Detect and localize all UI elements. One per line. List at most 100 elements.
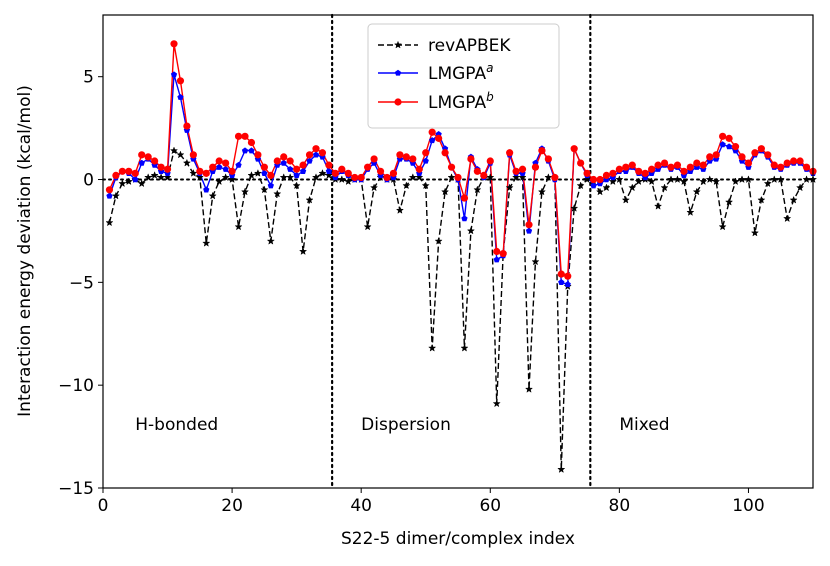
point-revapbek	[724, 197, 734, 206]
point-lmgpa-b	[176, 77, 185, 85]
point-lmgpa-b	[389, 169, 398, 177]
point-revapbek	[505, 183, 514, 192]
point-lmgpa-b	[454, 173, 462, 182]
legend-label-1: revAPBEK	[428, 36, 511, 56]
point-revapbek	[712, 177, 721, 186]
point-lmgpa-b	[473, 167, 481, 175]
point-lmgpa-b	[331, 169, 339, 177]
point-revapbek	[647, 177, 656, 186]
point-revapbek	[144, 173, 153, 181]
point-lmgpa-b	[241, 132, 249, 140]
point-lmgpa-b	[286, 157, 294, 165]
point-lmgpa-b	[796, 157, 804, 165]
point-revapbek	[279, 173, 288, 181]
point-lmgpa-b	[564, 272, 572, 280]
point-lmgpa-b	[370, 155, 378, 163]
point-lmgpa-b	[680, 167, 688, 175]
point-lmgpa-a	[287, 165, 294, 172]
point-revapbek	[621, 195, 630, 204]
point-lmgpa-a	[422, 157, 429, 164]
point-lmgpa-b	[435, 134, 443, 142]
point-revapbek	[260, 185, 269, 194]
point-revapbek	[189, 169, 198, 177]
point-revapbek	[176, 150, 185, 159]
point-lmgpa-b	[383, 173, 391, 182]
point-revapbek	[466, 226, 476, 235]
point-lmgpa-b	[344, 169, 352, 177]
point-revapbek	[763, 179, 772, 188]
point-lmgpa-b	[441, 149, 449, 157]
point-lmgpa-b	[731, 143, 740, 151]
point-lmgpa-b	[577, 159, 585, 167]
x-tick-label: 20	[221, 496, 243, 516]
point-revapbek	[628, 183, 637, 192]
point-lmgpa-b	[499, 249, 507, 258]
point-lmgpa-b	[589, 175, 598, 184]
point-revapbek	[428, 343, 437, 352]
point-lmgpa-a	[170, 71, 178, 78]
point-revapbek	[460, 343, 469, 352]
point-lmgpa-b	[635, 167, 643, 175]
point-lmgpa-a	[241, 147, 249, 154]
point-lmgpa-b	[234, 132, 243, 140]
point-lmgpa-b	[163, 165, 172, 173]
point-lmgpa-a	[558, 279, 565, 286]
point-revapbek	[595, 187, 605, 196]
point-revapbek	[440, 187, 450, 196]
point-revapbek	[395, 206, 405, 214]
point-lmgpa-a	[267, 182, 274, 189]
point-lmgpa-b	[719, 132, 727, 140]
point-revapbek	[182, 158, 192, 167]
point-revapbek	[118, 179, 127, 188]
point-lmgpa-b	[802, 163, 811, 171]
point-lmgpa-b	[506, 149, 514, 157]
point-lmgpa-a	[299, 168, 307, 174]
point-lmgpa-b	[267, 171, 275, 180]
x-tick-label: 40	[350, 496, 372, 516]
point-lmgpa-b	[693, 159, 701, 167]
point-revapbek	[615, 175, 624, 184]
point-lmgpa-b	[712, 151, 720, 159]
point-lmgpa-a	[261, 170, 268, 177]
point-revapbek	[757, 195, 766, 204]
point-revapbek	[686, 208, 695, 216]
series-line-revapbek	[108, 150, 813, 471]
point-revapbek	[705, 175, 714, 184]
point-revapbek	[266, 236, 275, 245]
point-lmgpa-b	[622, 163, 630, 171]
point-lmgpa-b	[531, 163, 540, 171]
point-revapbek	[344, 177, 353, 186]
x-tick-label: 100	[732, 496, 764, 516]
point-lmgpa-b	[757, 145, 765, 153]
point-lmgpa-a	[132, 176, 139, 183]
point-revapbek	[124, 177, 133, 186]
point-lmgpa-a	[177, 93, 184, 100]
point-lmgpa-b	[615, 165, 623, 173]
point-lmgpa-b	[596, 175, 604, 184]
point-revapbek	[544, 173, 553, 181]
point-lmgpa-b	[422, 149, 430, 157]
point-lmgpa-b	[654, 161, 662, 169]
point-lmgpa-a	[248, 147, 255, 154]
point-revapbek	[660, 183, 669, 192]
point-lmgpa-b	[447, 163, 456, 171]
point-revapbek	[318, 169, 327, 177]
point-revapbek	[750, 228, 760, 237]
point-lmgpa-b	[557, 270, 565, 278]
point-lmgpa-a	[235, 161, 242, 168]
point-lmgpa-b	[667, 163, 675, 171]
point-lmgpa-b	[215, 157, 223, 165]
point-revapbek	[802, 175, 811, 184]
point-lmgpa-b	[280, 153, 288, 161]
point-lmgpa-b	[183, 122, 191, 130]
legend: revAPBEK LMGPAa LMGPAb	[367, 23, 560, 129]
point-lmgpa-b	[247, 138, 256, 147]
point-lmgpa-b	[415, 165, 423, 173]
point-lmgpa-a	[106, 192, 113, 199]
point-lmgpa-b	[357, 173, 365, 182]
point-revapbek	[402, 181, 411, 190]
point-lmgpa-a	[325, 168, 333, 174]
point-lmgpa-a	[138, 159, 145, 166]
point-lmgpa-b	[157, 163, 165, 171]
